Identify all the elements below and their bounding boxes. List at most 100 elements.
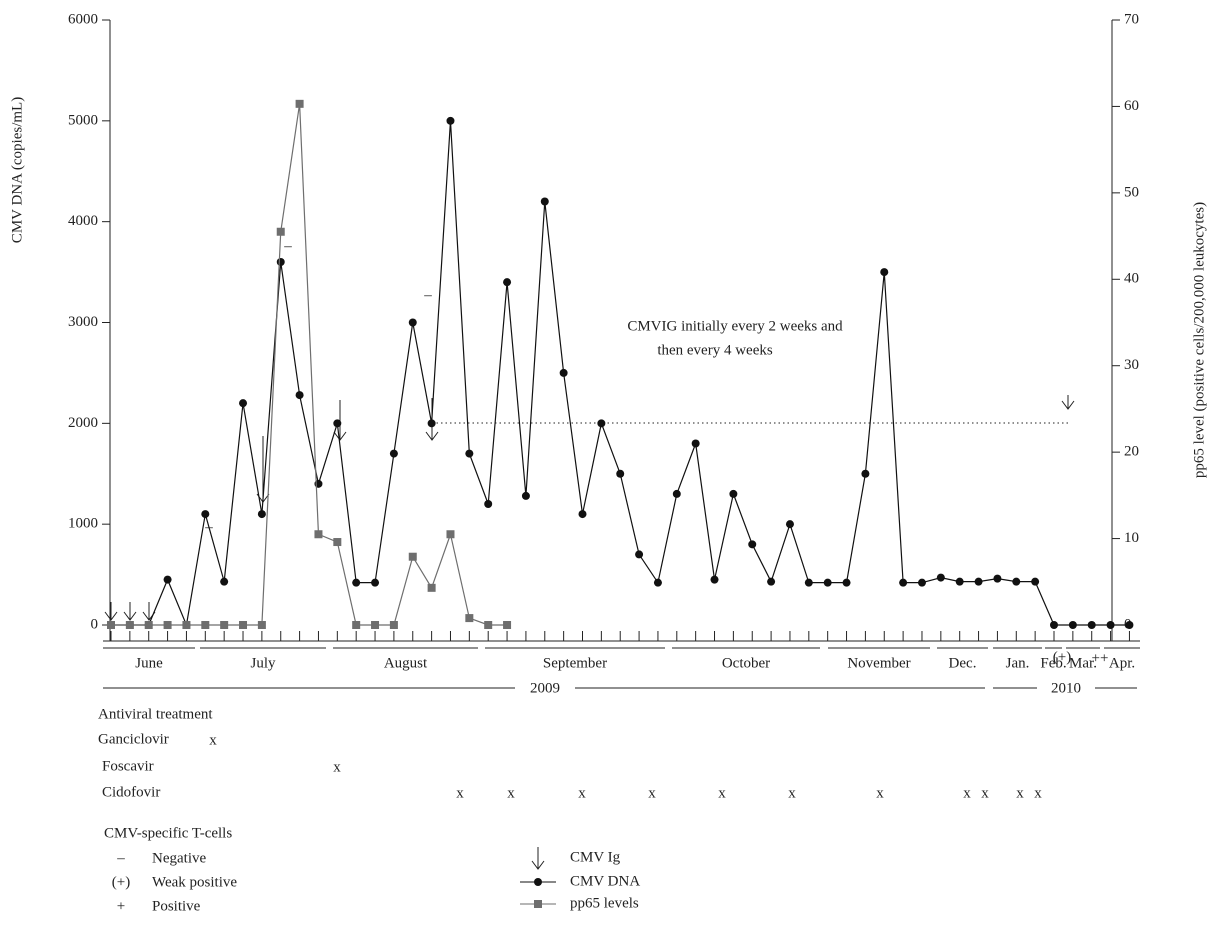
annotation: CMVIG initially every 2 weeks and bbox=[627, 318, 843, 334]
data-point bbox=[1125, 621, 1134, 629]
data-point bbox=[861, 469, 870, 478]
data-point bbox=[371, 621, 380, 629]
data-point bbox=[389, 621, 398, 629]
data-point bbox=[1050, 621, 1058, 629]
data-point bbox=[465, 449, 474, 458]
month-label: Apr. bbox=[1109, 655, 1135, 671]
y2-tick-label: 70 bbox=[1124, 11, 1139, 27]
data-point bbox=[540, 197, 549, 206]
month-label: September bbox=[543, 655, 607, 671]
data-point bbox=[295, 99, 304, 108]
data-point bbox=[1106, 621, 1115, 629]
treatment-mark: x bbox=[1016, 785, 1024, 801]
treatment-mark: x bbox=[578, 785, 586, 801]
data-point bbox=[729, 489, 738, 498]
data-point bbox=[333, 419, 342, 428]
tcell-mark: ++ bbox=[1092, 650, 1109, 666]
data-point bbox=[276, 258, 285, 266]
tcell-symbol: + bbox=[117, 898, 125, 914]
treatment-mark: x bbox=[1034, 785, 1042, 801]
y2-axis-label: pp65 level (positive cells/200,000 leuko… bbox=[1191, 202, 1207, 478]
data-point bbox=[201, 621, 210, 629]
month-label: Mar. bbox=[1069, 655, 1097, 671]
y2-tick-label: 30 bbox=[1124, 357, 1139, 373]
tcell-symbol: – bbox=[116, 850, 125, 866]
data-point bbox=[616, 469, 625, 478]
data-point bbox=[1068, 621, 1077, 629]
data-point bbox=[521, 491, 530, 500]
data-point bbox=[578, 510, 587, 519]
treatment-mark: x bbox=[876, 785, 884, 801]
data-point bbox=[182, 621, 191, 629]
data-point bbox=[559, 368, 568, 377]
tcell-title: CMV-specific T-cells bbox=[104, 825, 232, 841]
treatment-mark: x bbox=[648, 785, 656, 801]
data-point bbox=[691, 439, 700, 448]
data-point bbox=[163, 575, 172, 584]
data-point bbox=[163, 621, 172, 629]
data-point bbox=[767, 577, 776, 586]
y2-tick-label: 40 bbox=[1124, 271, 1139, 287]
month-label: July bbox=[250, 655, 276, 671]
data-point bbox=[955, 577, 964, 586]
data-point bbox=[107, 621, 115, 629]
y2-tick-label: 10 bbox=[1124, 530, 1139, 546]
data-point bbox=[1012, 577, 1021, 586]
data-point bbox=[748, 540, 757, 549]
treatment-mark: x bbox=[963, 785, 971, 801]
data-point bbox=[880, 268, 889, 277]
treatment-mark: x bbox=[718, 785, 726, 801]
legend-label: CMV Ig bbox=[570, 849, 621, 865]
arrow-head bbox=[104, 611, 118, 621]
data-point bbox=[710, 575, 719, 584]
y-tick-label: 0 bbox=[91, 616, 99, 632]
data-point bbox=[276, 227, 285, 236]
month-label: June bbox=[135, 655, 163, 671]
series-line bbox=[111, 120, 1130, 628]
data-point bbox=[484, 621, 493, 629]
treatment-mark: x bbox=[507, 785, 515, 801]
y2-tick-label: 20 bbox=[1124, 444, 1139, 460]
data-point bbox=[1087, 621, 1096, 629]
data-point bbox=[239, 399, 248, 408]
y-tick-label: 5000 bbox=[68, 112, 98, 128]
data-point bbox=[804, 578, 813, 587]
data-point bbox=[427, 583, 436, 592]
data-point bbox=[672, 489, 681, 498]
y-axis-label: CMV DNA (copies/mL) bbox=[9, 97, 25, 243]
tcell-label: Weak positive bbox=[152, 874, 237, 890]
tcell-mark: (+) bbox=[1053, 649, 1071, 665]
data-point bbox=[1031, 577, 1040, 586]
data-point bbox=[352, 578, 361, 587]
month-label: Jan. bbox=[1006, 655, 1030, 671]
treatment-title: Antiviral treatment bbox=[98, 706, 213, 722]
data-point bbox=[389, 449, 398, 458]
data-point bbox=[653, 578, 662, 587]
data-point bbox=[257, 510, 266, 519]
data-point bbox=[408, 552, 417, 561]
month-label: Feb. bbox=[1040, 655, 1066, 671]
data-point bbox=[314, 530, 323, 539]
data-point bbox=[635, 550, 644, 559]
data-point bbox=[352, 621, 361, 629]
y2-tick-label: 60 bbox=[1124, 98, 1139, 114]
year-label: 2009 bbox=[530, 680, 560, 696]
data-point bbox=[446, 530, 455, 539]
y-tick-label: 4000 bbox=[68, 213, 98, 229]
data-point bbox=[144, 621, 153, 629]
drug-name: Foscavir bbox=[102, 758, 154, 774]
data-point bbox=[333, 538, 342, 547]
data-point bbox=[936, 573, 945, 582]
drug-name: Ganciclovir bbox=[98, 731, 169, 747]
y2-tick-label: 50 bbox=[1124, 184, 1139, 200]
data-point bbox=[239, 621, 248, 629]
data-point bbox=[842, 578, 851, 587]
data-point bbox=[408, 318, 417, 327]
data-point bbox=[427, 419, 436, 428]
month-label: October bbox=[722, 655, 770, 671]
data-point bbox=[597, 419, 606, 428]
data-point bbox=[503, 621, 512, 629]
legend-marker bbox=[534, 878, 542, 886]
arrow-head bbox=[123, 611, 137, 621]
